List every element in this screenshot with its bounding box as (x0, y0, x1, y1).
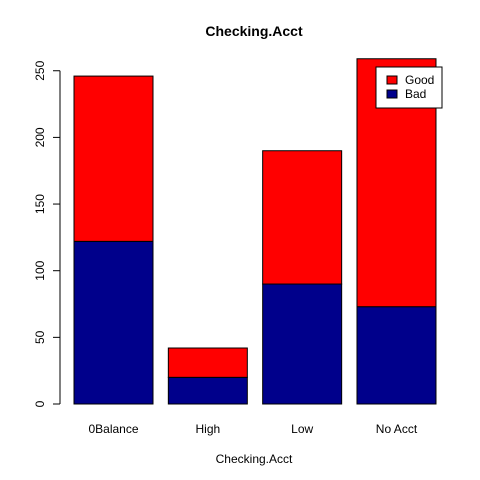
legend-box (375, 66, 443, 109)
x-tick-label-0balance: 0Balance (88, 422, 138, 436)
legend-label-good: Good (405, 73, 434, 87)
x-tick-label-no-acct: No Acct (376, 422, 418, 436)
y-tick-label: 150 (33, 194, 47, 214)
y-axis: 0 50 100 150 200 250 (33, 60, 61, 407)
x-tick-label-high: High (195, 422, 220, 436)
x-tick-label-low: Low (291, 422, 313, 436)
legend-label-bad: Bad (405, 87, 426, 101)
bar-low-bad (262, 283, 343, 405)
bar-0balance-bad (73, 240, 154, 405)
legend-swatch-good (386, 75, 398, 85)
bar-high-bad (167, 376, 248, 405)
bar-low-good (262, 150, 343, 285)
chart-title: Checking.Acct (205, 23, 303, 39)
y-tick-label: 100 (33, 260, 47, 280)
y-tick-label: 200 (33, 127, 47, 147)
x-axis-tick-labels: 0Balance High Low No Acct (88, 422, 417, 436)
legend-swatch-bad (386, 89, 398, 99)
bar-0balance-good (73, 75, 154, 242)
y-tick-label: 250 (33, 60, 47, 80)
x-axis-label: Checking.Acct (216, 452, 293, 466)
y-tick-label: 0 (33, 400, 47, 407)
y-tick-label: 50 (33, 330, 47, 344)
bar-high-good (167, 347, 248, 378)
bar-no-acct-bad (356, 306, 437, 405)
bars-group (73, 58, 437, 405)
